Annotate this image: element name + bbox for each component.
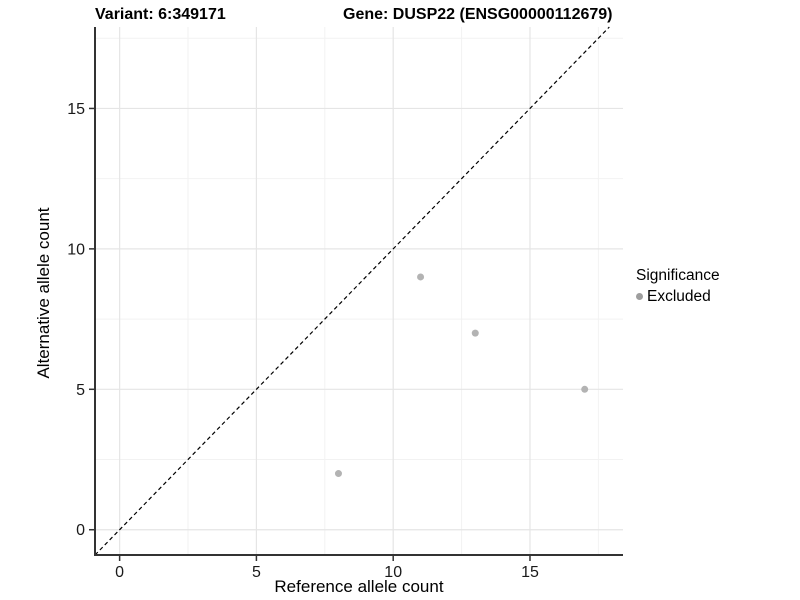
x-tick-label: 15 <box>521 564 539 581</box>
y-tick-label: 5 <box>76 382 85 399</box>
x-tick-label: 10 <box>384 564 402 581</box>
data-point-17-5 <box>581 385 589 393</box>
legend-items: Excluded <box>636 287 720 306</box>
legend-item-label: Excluded <box>647 288 711 305</box>
legend-key-dot <box>636 293 643 300</box>
y-axis-label: Alternative allele count <box>34 207 53 379</box>
x-tick-label: 0 <box>115 564 124 581</box>
legend-title: Significance <box>636 267 720 284</box>
variant-title: Variant: 6:349171 <box>95 6 226 23</box>
data-point-8-2 <box>334 470 342 478</box>
x-tick-label: 5 <box>252 564 261 581</box>
y-tick-label: 10 <box>67 241 85 258</box>
x-axis-label: Reference allele count <box>274 577 444 596</box>
legend-item-excluded: Excluded <box>636 287 720 306</box>
data-point-13-7 <box>471 329 479 337</box>
legend: Significance Excluded <box>636 266 720 306</box>
y-tick-label: 0 <box>76 522 85 539</box>
data-point-11-9 <box>417 273 425 281</box>
identity-line <box>94 26 610 556</box>
y-tick-label: 15 <box>67 101 85 118</box>
gene-title: Gene: DUSP22 (ENSG00000112679) <box>343 6 613 23</box>
